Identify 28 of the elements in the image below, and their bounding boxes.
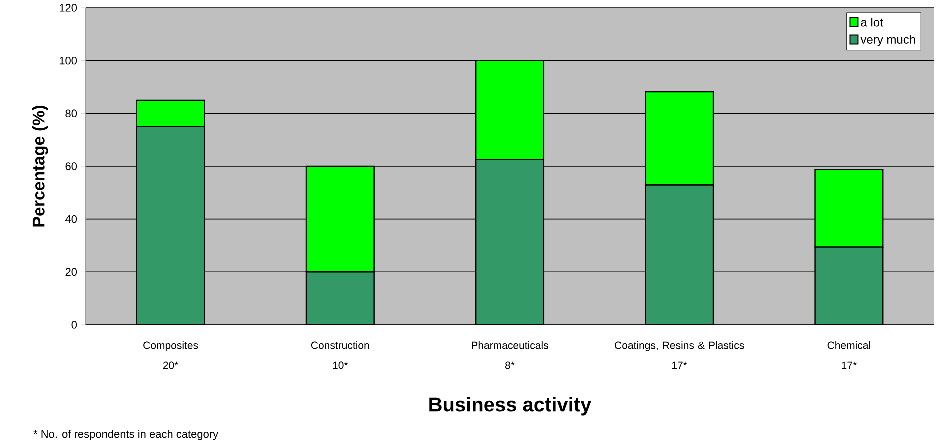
x-tick-label: Coatings, Resins & Plastics xyxy=(615,342,744,352)
y-tick-label: 0 xyxy=(72,321,78,329)
x-tick-label: Pharmaceuticals xyxy=(472,342,548,350)
bar xyxy=(136,126,206,325)
text: 8* xyxy=(505,362,515,370)
y-tick-label: 40 xyxy=(65,215,78,224)
x-tick-label: Chemical xyxy=(828,342,870,350)
text: 17* xyxy=(842,362,857,370)
y-tick-label: 120 xyxy=(60,4,78,12)
bar xyxy=(814,246,884,325)
bar xyxy=(475,159,545,325)
y-tick-label: 60 xyxy=(66,162,78,170)
bar xyxy=(306,272,375,325)
text: 20* xyxy=(163,362,179,370)
y-tick-label: 20 xyxy=(66,268,78,276)
text: 17* xyxy=(672,362,688,370)
bar xyxy=(645,184,714,325)
x-tick-label: Construction xyxy=(311,342,370,350)
legend-label: a lot xyxy=(861,18,884,27)
bar xyxy=(306,166,375,273)
y-tick-label: 100 xyxy=(60,56,78,65)
text: * No. of respondents in each category xyxy=(34,430,219,440)
text: 10* xyxy=(333,362,348,370)
y-tick-label: 80 xyxy=(66,110,78,118)
x-tick-label: Composites xyxy=(144,342,198,352)
y-axis-title: Percentage (%) xyxy=(32,106,48,227)
x-axis-title: Business activity xyxy=(430,397,592,416)
legend-label: very much xyxy=(860,35,916,46)
